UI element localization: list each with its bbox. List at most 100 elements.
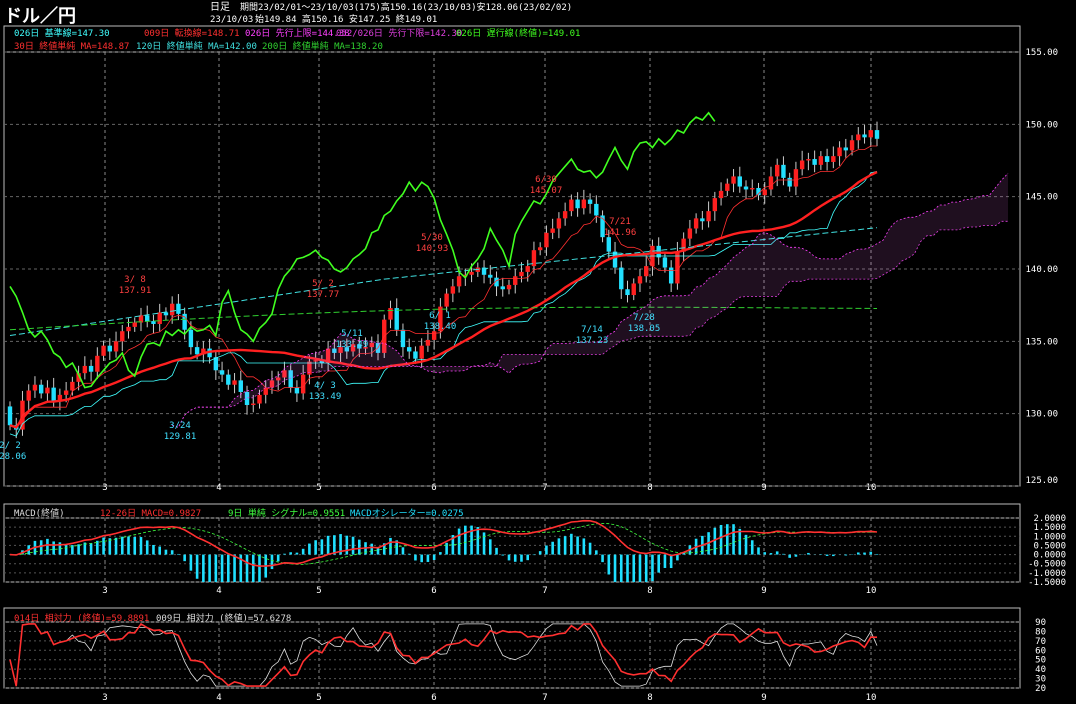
candle-body: [188, 329, 194, 348]
x-tick-label-rsi: 3: [102, 693, 107, 703]
candle-body: [612, 251, 618, 268]
candle-body: [294, 387, 300, 394]
senkou-span-a: [172, 172, 1009, 428]
legend-ma200: 200日 終値単純 MA=138.20: [262, 42, 383, 52]
candle-body: [824, 156, 830, 162]
macd-axis-label: -1.0000: [1028, 569, 1066, 579]
candle-body: [138, 315, 144, 323]
candle-body: [51, 387, 56, 401]
candle-body: [556, 218, 562, 229]
candle-body: [625, 289, 630, 296]
candle-body: [26, 390, 31, 401]
candle-body: [357, 344, 362, 349]
x-tick-label-macd: 8: [647, 586, 652, 596]
candle-body: [494, 277, 499, 287]
last-ohlc: 始149.84 高150.16 安147.25 終149.01: [255, 15, 438, 25]
candle-body: [525, 266, 530, 272]
extreme-value-label: 140.93: [416, 244, 449, 254]
candle-body: [276, 377, 281, 381]
extreme-value-label: 145.07: [530, 186, 563, 196]
candle-body: [288, 370, 293, 388]
extreme-date-label: 6/30: [535, 175, 557, 185]
x-tick-label-main: 5: [316, 483, 321, 493]
candle-body: [569, 199, 574, 212]
extreme-value-label: 138.40: [424, 322, 457, 332]
price-axis-label: 125.00: [1025, 476, 1058, 486]
candle-body: [718, 190, 724, 199]
candle-body: [531, 250, 537, 267]
rsi-axis-label: 40: [1035, 665, 1046, 675]
price-axis-label: 130.00: [1025, 410, 1058, 420]
legend-rsi9: 009日 相対力 (終値)=57.6278: [156, 614, 292, 624]
candle-body: [668, 267, 674, 284]
legend-tenkan: 009日 転換線=148.71: [144, 29, 240, 39]
price-axis-label: 135.00: [1025, 337, 1058, 347]
candle-body: [344, 347, 350, 352]
candle-body: [456, 276, 462, 287]
candle-body: [194, 347, 200, 355]
extreme-date-label: 7/21: [609, 217, 631, 227]
legend-macd-line: 12-26日 MACD=0.9827: [100, 509, 202, 519]
candle-body: [120, 331, 125, 342]
candle-body: [126, 326, 131, 332]
candle-body: [132, 322, 137, 327]
kumo-cloud: [172, 173, 1008, 428]
candle-body: [544, 232, 549, 248]
legend-chikou: 026日 遅行線(終値)=149.01: [456, 29, 581, 39]
candle-body: [756, 187, 761, 196]
candle-body: [693, 218, 699, 229]
candle-body: [743, 186, 749, 190]
candle-body: [32, 384, 38, 391]
candle-body: [450, 286, 456, 294]
extreme-date-label: 5/ 2: [312, 279, 334, 289]
candle-body: [488, 274, 493, 278]
candle-body: [587, 199, 593, 204]
candle-body: [868, 130, 873, 138]
candle-body: [238, 380, 243, 392]
extreme-date-label: 5/30: [421, 233, 443, 243]
candle-body: [537, 247, 543, 251]
candle-body: [737, 176, 742, 187]
candle-body: [600, 215, 605, 238]
candle-body: [513, 276, 518, 285]
extreme-date-label: 6/ 1: [429, 311, 451, 321]
candle-body: [781, 164, 786, 178]
extreme-value-label: 138.05: [628, 324, 661, 334]
macd-legend-frame: [3, 503, 1021, 519]
candle-body: [849, 140, 855, 151]
x-tick-label-rsi: 7: [542, 693, 547, 703]
candle-body: [519, 271, 524, 277]
candle-body: [775, 164, 780, 177]
extreme-value-label: 137.91: [119, 286, 152, 296]
legend-ma120: 120日 終値単純 MA=142.00: [136, 42, 257, 52]
candle-body: [469, 271, 474, 275]
x-tick-label-macd: 5: [316, 586, 321, 596]
candle-body: [213, 357, 219, 371]
candle-body: [481, 267, 487, 275]
candle-body: [787, 177, 792, 187]
rsi-axis-label: 80: [1035, 627, 1046, 637]
legend-macd-osc: MACDオシレーター=0.0275: [350, 509, 464, 519]
ma200-line: [9, 306, 878, 331]
x-tick-label-macd: 6: [431, 586, 436, 596]
extreme-value-label: 141.96: [604, 228, 637, 238]
x-tick-label-macd: 3: [102, 586, 107, 596]
rsi-axis-label: 70: [1035, 637, 1046, 647]
macd-axis-label: -1.5000: [1028, 578, 1066, 588]
x-tick-label-main: 6: [431, 483, 436, 493]
candle-body: [675, 251, 680, 284]
candle-body: [406, 347, 412, 352]
candle-body: [313, 360, 318, 362]
candle-body: [731, 176, 736, 184]
candle-body: [662, 257, 668, 268]
rsi-axis-label: 90: [1035, 618, 1046, 628]
candle-body: [307, 361, 312, 375]
candle-body: [45, 387, 50, 394]
candle-body: [38, 384, 44, 394]
candle-body: [856, 134, 861, 141]
candle-body: [101, 345, 106, 356]
candle-body: [251, 403, 256, 405]
x-tick-label-rsi: 9: [761, 693, 766, 703]
candle-body: [88, 365, 94, 372]
